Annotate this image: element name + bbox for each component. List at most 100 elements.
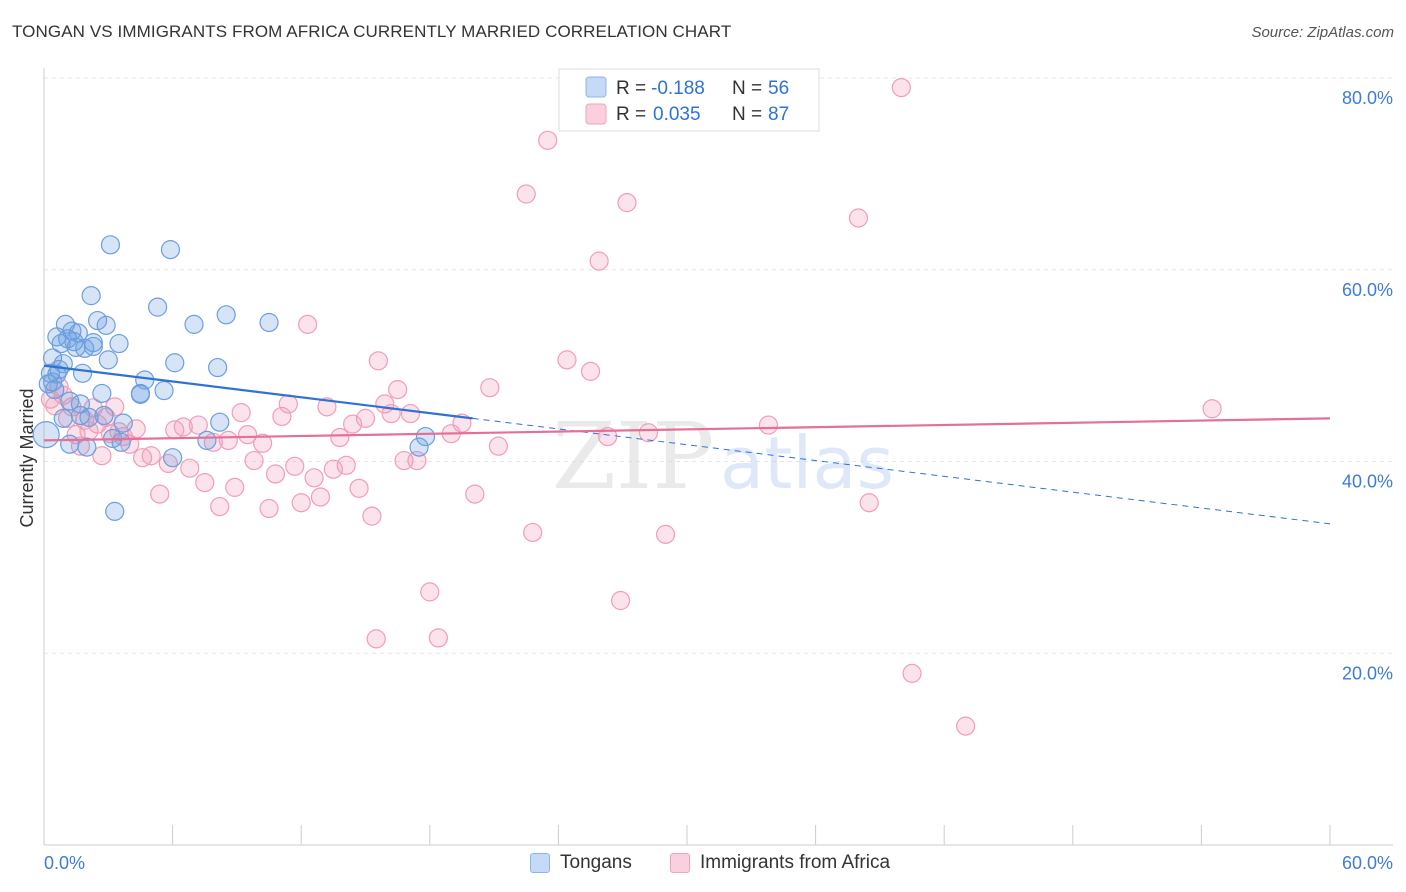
stats-r-label-0: R = [616, 78, 646, 99]
stats-legend: R = -0.188 N = 56 R = 0.035 N = 87 [558, 68, 820, 132]
point-s1-62 [428, 628, 448, 648]
y-tick-label-2: 60.0% [1342, 280, 1393, 300]
point-s1-78 [655, 524, 676, 544]
point-s1-61 [420, 582, 440, 602]
point-s1-27 [188, 415, 208, 435]
point-s0-0 [32, 421, 60, 449]
point-s1-69 [523, 522, 543, 543]
stats-n-value-1: 87 [768, 104, 789, 125]
point-s1-31 [218, 430, 238, 451]
points-series-1 [40, 77, 1222, 736]
point-s1-75 [610, 590, 631, 611]
point-s0-46 [409, 437, 429, 457]
legend-swatch-tongans [530, 853, 550, 873]
point-s1-26 [180, 458, 200, 478]
point-s1-84 [956, 716, 976, 736]
trend-line-africa [43, 417, 1331, 442]
point-s1-52 [355, 408, 376, 428]
point-s0-41 [208, 357, 228, 378]
watermark-atlas: atlas [720, 421, 894, 505]
point-s1-46 [317, 397, 337, 417]
point-s1-79 [758, 415, 779, 435]
stats-n-label-0: N = [732, 78, 762, 99]
point-s1-39 [272, 406, 292, 427]
chart-title: TONGAN VS IMMIGRANTS FROM AFRICA CURRENT… [12, 22, 732, 41]
point-s0-54 [53, 354, 73, 374]
points-series-0 [32, 235, 436, 521]
point-s0-43 [259, 312, 279, 333]
point-s0-4 [45, 379, 65, 400]
x-tick-label-max: 60.0% [1342, 853, 1393, 873]
legend-label-tongans: Tongans [560, 852, 632, 873]
point-s0-32 [113, 413, 133, 433]
point-s1-44 [304, 468, 324, 488]
point-s1-54 [368, 351, 388, 371]
point-s0-44 [163, 448, 183, 468]
point-s0-45 [210, 412, 230, 432]
point-s1-25 [173, 417, 193, 437]
point-s0-30 [109, 333, 129, 354]
y-tick-label-1: 40.0% [1342, 472, 1393, 492]
point-s0-49 [83, 336, 103, 357]
stats-n-label-1: N = [732, 104, 762, 125]
legend-item-tongans: Tongans [530, 852, 632, 874]
point-s1-49 [336, 455, 356, 475]
point-s0-52 [60, 434, 80, 454]
point-s0-8 [53, 408, 73, 428]
point-s1-36 [253, 433, 273, 453]
point-s1-53 [362, 506, 382, 526]
point-s0-51 [47, 364, 67, 384]
point-s0-17 [72, 363, 93, 383]
point-s0-27 [100, 235, 121, 255]
legend-item-africa: Immigrants from Africa [670, 852, 890, 874]
x-tick-label-min: 0.0% [44, 853, 85, 873]
point-s1-30 [210, 496, 230, 517]
point-s1-48 [330, 427, 350, 448]
point-s1-71 [557, 350, 577, 370]
point-s1-77 [638, 423, 659, 443]
stats-swatch-tongans [585, 76, 607, 98]
x-tick-labels: 0.0% 60.0% [44, 853, 1393, 873]
point-s1-72 [580, 361, 601, 381]
point-s1-70 [538, 130, 558, 150]
watermark: ZIP atlas [552, 403, 894, 510]
stats-r-label-1: R = [616, 104, 646, 125]
point-s1-85 [1202, 399, 1222, 419]
point-s1-12 [92, 446, 112, 466]
point-s1-37 [259, 498, 279, 519]
point-s1-41 [285, 456, 305, 476]
point-s1-66 [480, 378, 500, 398]
trend-lines [43, 364, 1331, 525]
point-s0-36 [154, 380, 174, 401]
point-s1-28 [195, 472, 215, 493]
point-s1-45 [310, 487, 331, 507]
point-s0-26 [98, 350, 118, 370]
source-label: Source: ZipAtlas.com [1251, 24, 1394, 41]
point-s0-55 [94, 405, 114, 426]
point-s0-47 [415, 426, 436, 447]
y-tick-label-0: 20.0% [1342, 663, 1393, 683]
point-s0-20 [79, 407, 99, 427]
point-s1-80 [848, 208, 869, 228]
stats-swatch-africa [585, 103, 607, 125]
point-s0-29 [105, 501, 125, 521]
point-s1-59 [400, 403, 421, 424]
point-s1-83 [902, 663, 922, 683]
point-s1-76 [617, 193, 637, 213]
y-tick-label-3: 80.0% [1342, 88, 1393, 108]
y-tick-labels: 20.0% 40.0% 60.0% 80.0% [1342, 88, 1393, 683]
point-s1-34 [238, 425, 258, 445]
point-s0-53 [130, 384, 151, 404]
point-s1-21 [141, 446, 161, 466]
point-s0-24 [92, 383, 112, 404]
legend-label-africa: Immigrants from Africa [700, 852, 891, 873]
point-s0-40 [197, 430, 217, 451]
trend-line-tongans-extension [472, 417, 1331, 525]
point-s1-47 [323, 459, 343, 479]
point-s1-82 [891, 77, 911, 98]
point-s0-37 [160, 240, 181, 260]
trend-line-tongans [43, 364, 473, 420]
point-s0-31 [111, 432, 131, 452]
point-s1-73 [589, 251, 609, 271]
